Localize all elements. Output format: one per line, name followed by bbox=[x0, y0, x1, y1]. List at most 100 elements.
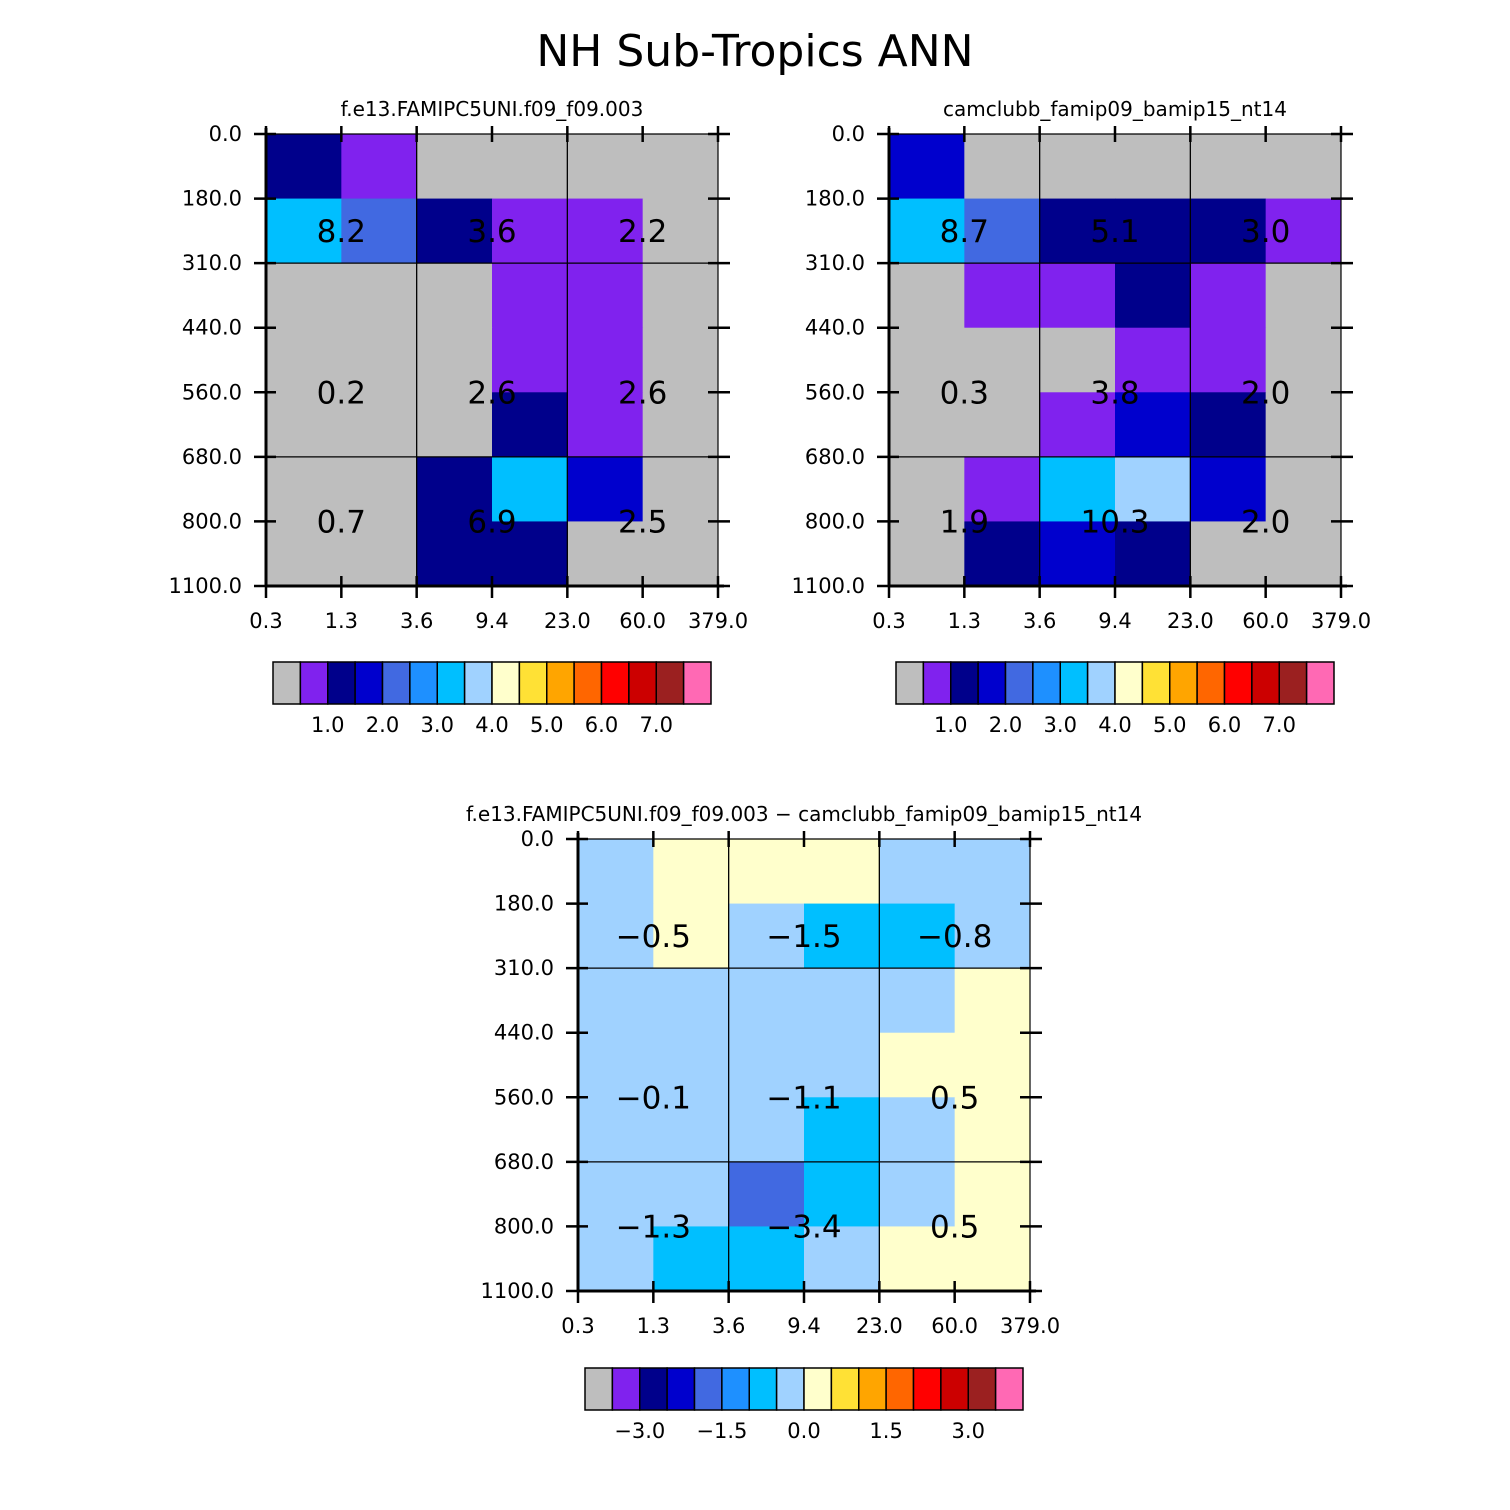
y-tick-label: 0.0 bbox=[209, 122, 242, 146]
box-value-label: 3.8 bbox=[1090, 375, 1139, 411]
heatmap-cell bbox=[416, 134, 493, 200]
heatmap-cell bbox=[804, 839, 880, 905]
heatmap-cell bbox=[492, 198, 568, 264]
heatmap-cell bbox=[653, 1097, 730, 1163]
y-tick-label: 180.0 bbox=[494, 892, 554, 916]
heatmap-cell bbox=[567, 392, 644, 458]
heatmap-cell bbox=[964, 327, 1041, 393]
x-tick-label: 379.0 bbox=[688, 609, 748, 633]
heatmap-cell bbox=[804, 1161, 880, 1227]
y-tick-label: 560.0 bbox=[805, 380, 865, 404]
heatmap-cell bbox=[954, 1161, 1031, 1227]
colorbar-swatch bbox=[950, 661, 979, 705]
colorbar-label: 1.5 bbox=[869, 1419, 902, 1443]
x-tick-label: 0.3 bbox=[561, 1314, 594, 1338]
heatmap-cell bbox=[1115, 521, 1191, 587]
heatmap-cell bbox=[653, 1226, 730, 1292]
colorbar-swatch bbox=[628, 661, 657, 705]
y-tick-label: 1100.0 bbox=[792, 574, 865, 598]
panel-difference: f.e13.FAMIPC5UNI.f09_f09.003 − camclubb_… bbox=[466, 802, 1142, 1443]
heatmap-cell bbox=[954, 1032, 1031, 1098]
heatmap-cell bbox=[954, 903, 1031, 969]
x-tick-label: 9.4 bbox=[475, 609, 508, 633]
heatmap-cell bbox=[1039, 521, 1116, 587]
colorbar-swatch bbox=[994, 1367, 1024, 1411]
panel-title: camclubb_famip09_bamip15_nt14 bbox=[943, 97, 1287, 121]
heatmap-cell bbox=[1039, 198, 1116, 264]
box-value-label: 10.3 bbox=[1080, 504, 1149, 540]
heatmap-cell bbox=[879, 1097, 956, 1163]
heatmap-cell bbox=[653, 903, 730, 969]
x-tick-label: 60.0 bbox=[619, 609, 666, 633]
colorbar-swatch bbox=[1305, 661, 1335, 705]
heatmap-cell bbox=[341, 198, 418, 264]
heatmap-cell bbox=[578, 839, 654, 905]
box-value-label: 1.9 bbox=[940, 504, 989, 540]
colorbar-swatch bbox=[1223, 661, 1253, 705]
heatmap-cell bbox=[642, 456, 719, 522]
heatmap-cell bbox=[341, 521, 418, 587]
x-tick-label: 379.0 bbox=[1000, 1314, 1060, 1338]
heatmap-cell bbox=[653, 1032, 730, 1098]
x-tick-label: 60.0 bbox=[1242, 609, 1289, 633]
heatmap-cell bbox=[567, 327, 644, 393]
y-tick-label: 0.0 bbox=[832, 122, 865, 146]
heatmap-cell bbox=[1039, 327, 1116, 393]
colorbar-swatch bbox=[655, 661, 685, 705]
heatmap-cell bbox=[642, 327, 719, 393]
figure-title: NH Sub-Tropics ANN bbox=[536, 26, 973, 77]
box-value-label: 3.0 bbox=[1241, 214, 1290, 250]
heatmap-cell bbox=[1265, 521, 1342, 587]
heatmap-cell bbox=[567, 263, 644, 329]
panel-model-a: f.e13.FAMIPC5UNI.f09_f09.003 0.0 180.0 310.… bbox=[169, 97, 749, 737]
heatmap-cell bbox=[964, 263, 1041, 329]
heatmap-cell bbox=[1115, 392, 1191, 458]
colorbar-swatch bbox=[1278, 661, 1308, 705]
heatmap-cell bbox=[728, 1097, 805, 1163]
box-value-label: −1.1 bbox=[766, 1080, 841, 1116]
heatmap-cell bbox=[492, 327, 568, 393]
colorbar-swatch bbox=[830, 1367, 860, 1411]
colorbar-swatch bbox=[354, 661, 384, 705]
colorbar-label: 4.0 bbox=[475, 713, 508, 737]
heatmap-cell bbox=[492, 392, 568, 458]
heatmap-cell bbox=[1190, 521, 1267, 587]
heatmap-cell bbox=[266, 521, 342, 587]
colorbar-swatch bbox=[546, 661, 575, 705]
y-tick-label: 680.0 bbox=[182, 445, 242, 469]
heatmap-cell bbox=[341, 327, 418, 393]
heatmap-cell bbox=[1039, 456, 1116, 522]
box-value-label: 2.6 bbox=[618, 375, 667, 411]
colorbar-swatch bbox=[1032, 661, 1061, 705]
y-tick-label: 800.0 bbox=[182, 509, 242, 533]
heatmap-cell bbox=[416, 456, 493, 522]
colorbar-label: 3.0 bbox=[1044, 713, 1077, 737]
colorbar-swatch bbox=[912, 1367, 942, 1411]
y-tick-label: 310.0 bbox=[182, 251, 242, 275]
colorbar-swatch bbox=[272, 661, 302, 705]
x-tick-label: 9.4 bbox=[787, 1314, 820, 1338]
x-tick-label: 23.0 bbox=[856, 1314, 903, 1338]
heatmap-cell bbox=[578, 1226, 654, 1292]
heatmap-cell bbox=[728, 839, 805, 905]
colorbar-swatch bbox=[573, 661, 603, 705]
y-tick-label: 180.0 bbox=[182, 187, 242, 211]
box-value-label: −0.5 bbox=[616, 919, 691, 955]
heatmap-cell bbox=[416, 198, 493, 264]
heatmap-cell bbox=[341, 456, 418, 522]
colorbar-label: 2.0 bbox=[366, 713, 399, 737]
x-tick-label: 23.0 bbox=[544, 609, 591, 633]
heatmap-cell bbox=[266, 392, 342, 458]
box-value-label: 0.7 bbox=[317, 504, 366, 540]
heatmap-cell bbox=[266, 263, 342, 329]
colorbar-swatch bbox=[721, 1367, 750, 1411]
heatmap-cell bbox=[804, 903, 880, 969]
colorbar-label: 1.0 bbox=[934, 713, 967, 737]
heatmap-cell bbox=[964, 134, 1041, 200]
colorbar-swatch bbox=[1196, 661, 1226, 705]
heatmap-cell bbox=[266, 198, 342, 264]
colorbar-label: 7.0 bbox=[640, 713, 673, 737]
x-tick-label: 0.3 bbox=[872, 609, 905, 633]
heatmap-cell bbox=[804, 968, 880, 1034]
heatmap-cell bbox=[954, 839, 1031, 905]
